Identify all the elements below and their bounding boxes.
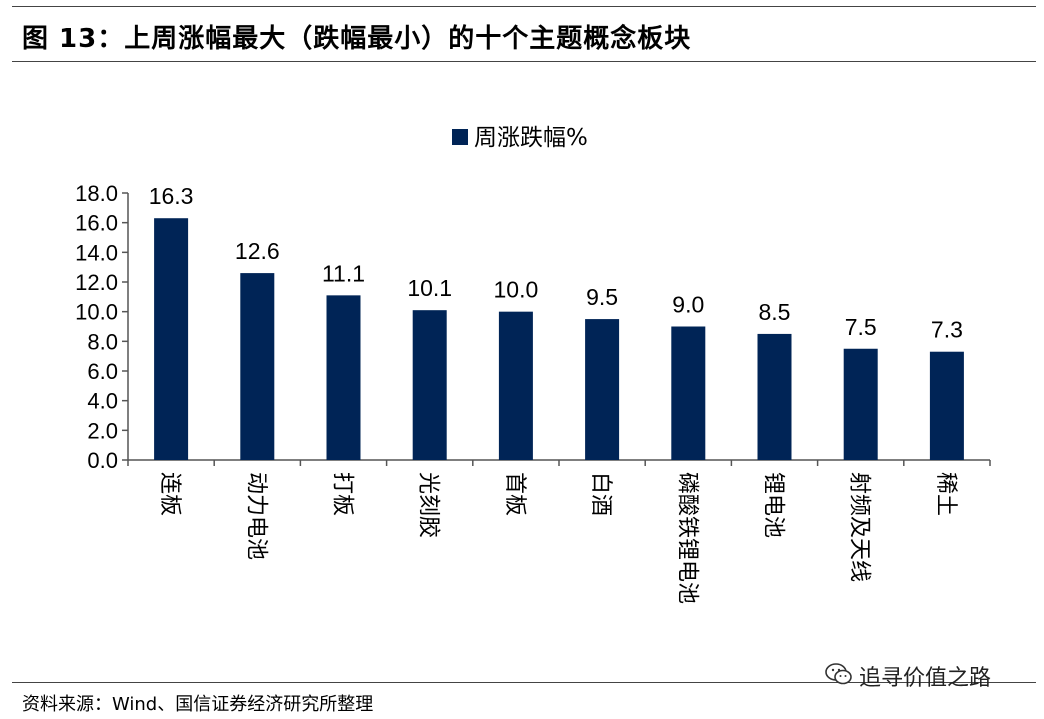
category-label: 磷酸铁锂电池: [674, 472, 699, 604]
bar-value-label: 11.1: [322, 260, 365, 286]
category-label: 射频及天线: [847, 472, 872, 582]
bar: [498, 311, 533, 460]
y-tick-label: 10.0: [75, 300, 118, 325]
bar-value-label: 9.0: [672, 292, 704, 318]
legend-label: 周涨跌幅%: [474, 125, 588, 151]
category-label: 动力电池: [243, 472, 268, 560]
header-rule: [12, 61, 1036, 62]
bar-value-label: 7.3: [931, 317, 963, 343]
y-tick-label: 8.0: [87, 329, 118, 354]
watermark-text: 追寻价值之路: [859, 666, 992, 691]
top-rule: [12, 6, 1036, 7]
bar: [757, 333, 792, 460]
y-tick-label: 12.0: [75, 270, 118, 295]
legend-swatch: [452, 129, 468, 145]
y-tick-label: 18.0: [75, 181, 118, 206]
wechat-icon: [825, 663, 852, 685]
bar: [585, 319, 620, 460]
y-tick-label: 0.0: [87, 448, 118, 473]
category-label: 光刻胶: [416, 472, 441, 538]
bar: [326, 295, 361, 460]
bar: [671, 326, 706, 460]
figure-header: 图 13：上周涨幅最大（跌幅最小）的十个主题概念板块: [0, 0, 1044, 62]
bar-value-label: 8.5: [759, 299, 791, 325]
category-label: 稀土: [933, 472, 958, 516]
y-tick-label: 2.0: [87, 418, 118, 443]
y-tick-label: 16.0: [75, 211, 118, 236]
watermark: 追寻价值之路: [825, 660, 1025, 691]
bar-value-label: 10.1: [407, 275, 452, 301]
bar: [240, 273, 275, 460]
bar: [154, 218, 189, 460]
category-label: 首板: [502, 472, 527, 516]
bar: [412, 310, 447, 460]
bar: [929, 351, 964, 460]
category-label: 连板: [157, 472, 182, 516]
y-tick-label: 4.0: [87, 389, 118, 414]
source-note: 资料来源：Wind、国信证券经济研究所整理: [22, 694, 374, 715]
bar-value-label: 12.6: [235, 238, 280, 264]
bar-value-label: 7.5: [845, 314, 877, 340]
figure-title: 图 13：上周涨幅最大（跌幅最小）的十个主题概念板块: [22, 24, 692, 54]
category-label: 锂电池: [761, 472, 786, 538]
bar-chart: 周涨跌幅% 0.0 2.0 4.0 6.0 8.0 10.0 12.0 14.0 16.0 18.0…: [75, 125, 991, 604]
bar-value-label: 9.5: [586, 284, 618, 310]
y-tick-label: 6.0: [87, 359, 118, 384]
category-label: 打板: [330, 472, 355, 516]
bar-value-label: 10.0: [494, 277, 539, 303]
category-label: 白酒: [588, 472, 613, 516]
bar-value-label: 16.3: [149, 183, 194, 209]
bar: [843, 348, 878, 460]
footer-rule: [12, 682, 1036, 683]
y-tick-label: 14.0: [75, 240, 118, 265]
